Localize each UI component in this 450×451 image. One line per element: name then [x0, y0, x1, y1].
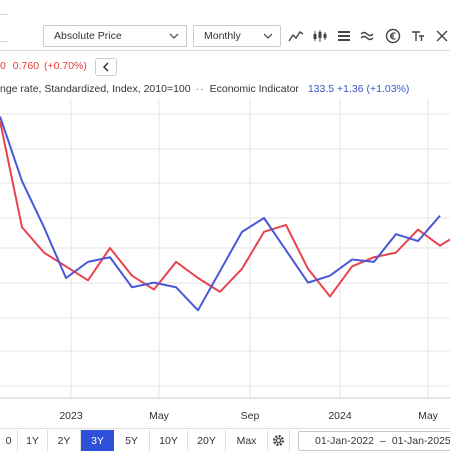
range-button-label: 3Y — [91, 434, 104, 447]
x-tick-label: Sep — [241, 410, 260, 422]
x-tick-label: 2024 — [328, 410, 352, 422]
price-change-row: 0 0.760 (+0.70%) — [0, 60, 87, 76]
line-chart-icon[interactable] — [286, 26, 306, 46]
range-button-label: 5Y — [125, 434, 138, 447]
range-button-3y[interactable]: 3Y — [81, 430, 114, 451]
range-button-label: 1Y — [26, 434, 39, 447]
price-type-label: Absolute Price — [54, 30, 122, 42]
series2-line — [0, 116, 441, 312]
range-button-20y[interactable]: 20Y — [188, 430, 226, 451]
range-button-label: 20Y — [197, 434, 216, 447]
wave-icon[interactable] — [358, 26, 378, 46]
line-chart[interactable]: 2023 May Sep 2024 May — [0, 98, 450, 428]
frequency-label: Monthly — [204, 30, 241, 42]
range-button-5y[interactable]: 5Y — [114, 430, 150, 451]
x-tick-label: 2023 — [59, 410, 83, 422]
legend-separator: ·· — [195, 83, 205, 95]
toolbar-left-stub — [0, 14, 8, 42]
bars-icon[interactable] — [334, 26, 354, 46]
range-button-max[interactable]: Max — [226, 430, 268, 451]
x-tick-label: May — [418, 410, 439, 422]
price-change-value: 0.760 — [12, 60, 40, 72]
range-button-2y[interactable]: 2Y — [48, 430, 81, 451]
series1-line — [0, 120, 450, 298]
text-format-icon[interactable] — [408, 26, 428, 46]
range-button-1y[interactable]: 1Y — [18, 430, 48, 451]
series2-value: 133.5 — [307, 83, 335, 95]
currency-icon[interactable] — [383, 26, 403, 46]
x-tick-label: May — [149, 410, 170, 422]
date-from: 01-Jan-2022 — [315, 435, 374, 447]
range-button-10y[interactable]: 10Y — [150, 430, 188, 451]
chevron-down-icon — [169, 33, 179, 39]
price-change-percent: (+0.70%) — [43, 60, 87, 72]
chevron-left-icon — [102, 62, 109, 72]
price-type-dropdown[interactable]: Absolute Price — [43, 25, 187, 47]
candlestick-icon[interactable] — [310, 26, 330, 46]
toolbar: Absolute Price Monthly — [0, 0, 450, 51]
range-button-label: 0 — [5, 434, 12, 447]
series2-legend-label: Economic Indicator — [209, 83, 299, 95]
gear-icon — [273, 435, 284, 446]
range-button-label: 2Y — [57, 434, 71, 447]
date-to: 01-Jan-2025 — [391, 435, 450, 447]
date-range-field[interactable]: 01-Jan-2022 – 01-Jan-2025 — [298, 431, 450, 451]
chevron-down-icon — [263, 33, 273, 39]
range-button-0[interactable]: 0 — [0, 430, 18, 451]
date-separator: – — [379, 435, 386, 447]
legend-row: nge rate, Standardized, Index, 2010=100 ·… — [0, 83, 409, 97]
series2-change: +1.36 — [337, 83, 364, 95]
frequency-dropdown[interactable]: Monthly — [193, 25, 281, 47]
range-button-label: 10Y — [159, 434, 178, 447]
collapse-button[interactable] — [95, 58, 117, 76]
series1-legend-label: nge rate, Standardized, Index, 2010=100 — [0, 83, 191, 95]
price-prefix: 0 — [0, 60, 6, 72]
settings-button[interactable] — [268, 430, 290, 451]
range-button-label: Max — [236, 434, 257, 447]
close-icon[interactable] — [432, 26, 450, 46]
series2-change-percent: (+1.03%) — [366, 83, 410, 95]
range-selector-bar: 0 1Y 2Y 3Y 5Y 10Y 20Y Max 01-Jan-2022 – … — [0, 428, 450, 451]
